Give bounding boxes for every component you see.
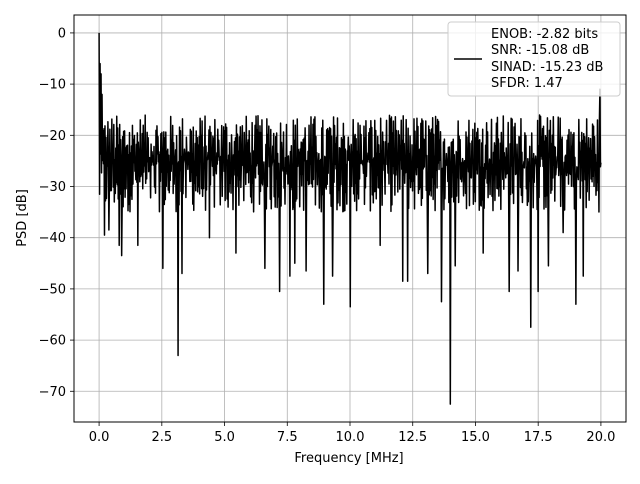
x-tick-label: 5.0	[214, 430, 235, 445]
x-tick-label: 15.0	[461, 430, 490, 445]
y-tick-label: −70	[39, 385, 66, 400]
y-tick-label: −40	[39, 231, 66, 246]
legend-entry-sfdr: SFDR: 1.47	[491, 76, 563, 91]
y-axis-label: PSD [dB]	[15, 189, 30, 247]
x-tick-label: 10.0	[336, 430, 365, 445]
x-tick-label: 12.5	[398, 430, 427, 445]
legend-entry-enob: ENOB: -2.82 bits	[491, 27, 598, 42]
y-tick-label: −30	[39, 180, 66, 195]
tick-marks: 0.0 2.5 5.0 7.5 10.0 12.5 15.0 17.5 20.0 0 −10 −20 −…	[39, 26, 616, 445]
y-tick-label: −10	[39, 78, 66, 93]
psd-series-line	[98, 32, 602, 405]
legend: ENOB: -2.82 bits SNR: -15.08 dB SINAD: -…	[447, 21, 621, 97]
y-tick-label: −50	[39, 282, 66, 297]
x-tick-label: 17.5	[524, 430, 553, 445]
legend-entry-snr: SNR: -15.08 dB	[491, 43, 589, 58]
y-tick-label: −60	[39, 334, 66, 349]
y-tick-label: 0	[58, 26, 66, 41]
y-tick-label: −20	[39, 129, 66, 144]
x-tick-label: 20.0	[586, 430, 615, 445]
legend-box	[447, 21, 621, 97]
legend-entry-sinad: SINAD: -15.23 dB	[491, 60, 603, 75]
x-tick-label: 2.5	[151, 430, 172, 445]
x-tick-label: 0.0	[89, 430, 110, 445]
x-tick-label: 7.5	[277, 430, 298, 445]
plot-area	[98, 32, 602, 405]
x-axis-label: Frequency [MHz]	[294, 451, 403, 466]
